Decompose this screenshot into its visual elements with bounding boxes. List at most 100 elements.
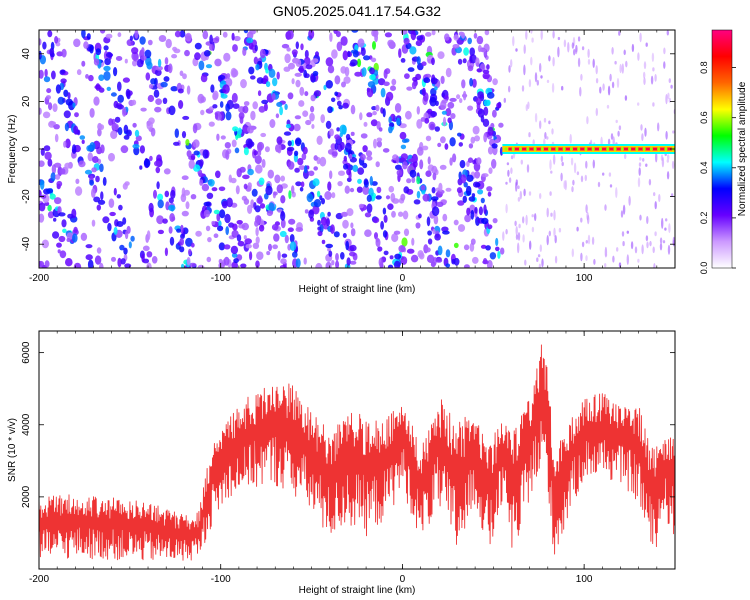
spectrogram-cell [485,30,490,36]
spectrogram-cell [146,72,151,80]
spectrogram-cell [523,189,525,197]
spectrogram-cell [586,116,588,124]
spectrogram-cell [127,226,131,234]
spectrogram-cell [651,76,653,85]
spectrogram-cell [75,186,82,196]
spectrogram-cell [607,105,609,109]
spectrogram-cell [148,40,153,46]
spectrogram-cell [361,47,366,56]
carrier-line-point [664,147,667,150]
spectrogram-cell [232,140,237,148]
spectrogram-cell [561,156,563,162]
spectrogram-cell [550,213,552,217]
spectrogram-cell [107,223,111,231]
spectrogram-cell [608,86,610,96]
spectrogram-cell [324,191,331,200]
spectrogram-cell [440,136,446,143]
spectrogram-cell [660,243,662,250]
spectrogram-cell [392,198,399,204]
spectrogram-cell [614,61,616,65]
spectrogram-cell [458,224,465,232]
spectrogram-cell [383,148,390,153]
spectrogram-cell [168,205,175,211]
spectrogram-cell [447,102,454,109]
spectrogram-cell [534,213,536,221]
spectrogram-cell [300,187,304,192]
spectrogram-cell [401,58,406,63]
spectrogram-cell [154,107,161,113]
spectrogram-cell [327,106,333,113]
spectrogram-cell [129,241,132,248]
spectrogram-cell [652,67,654,71]
spectrogram-cell [669,98,671,103]
spectrogram-cell [255,64,259,70]
spectrogram-cell [144,159,150,168]
spectrogram-cell [466,175,473,182]
spectrogram-cell [284,104,287,110]
spectrogram-cell [557,47,559,58]
spectrogram-cell [206,226,210,232]
spectrogram-cell [508,86,510,93]
spectrogram-cell [343,164,348,170]
spectrogram-cell [479,206,483,215]
spectrogram-cell [403,186,409,193]
spectrogram-cell [199,159,204,166]
spectrogram-cell [335,261,339,269]
spectrogram-cell [425,247,430,252]
spectrogram-cell [204,202,211,207]
spectrogram-cell [429,122,436,131]
spectrogram-cell [313,166,318,170]
spectrogram-cell [242,48,246,56]
spectrogram-cell [48,102,52,110]
spectrogram-cell [578,36,580,41]
spectrogram-cell [89,142,95,151]
spectrogram-cell [294,124,301,132]
spectrogram-cell [272,78,277,87]
spectrogram-cell [284,67,291,72]
spectrogram-cell [525,215,527,226]
spectrogram-cell [153,190,157,199]
spectrogram-cell [507,162,509,165]
spectrogram-cell [288,161,295,170]
spectrogram-cell [307,193,314,202]
spectrogram-cell [334,134,340,139]
spectrogram-cell [117,95,124,103]
spectrogram-cell [249,43,254,50]
spectrogram-cell [662,157,664,167]
spectrogram-cell [576,227,578,232]
spectrogram-cell [108,153,115,162]
spectrogram-cell [481,198,485,204]
spectrogram-cell [284,131,291,135]
spectrogram-cell [332,151,338,156]
spectrogram-cell [658,194,660,202]
spectrogram-cell [58,212,65,216]
spectrogram-cell [474,207,477,214]
spectrogram-cell [585,204,587,213]
spectrogram-cell [459,142,463,147]
spectrogram-cell [624,50,626,56]
spectrogram-cell [250,75,256,79]
spectrogram-cell [442,231,450,235]
spectrogram-cell [328,251,332,257]
spectrogram-cell [97,247,102,253]
spectrogram-cell [231,246,238,254]
spectrogram-cell [288,227,294,232]
spectrogram-cell [85,74,89,79]
spectrogram-cell [169,197,174,203]
spectrogram-cell [388,126,393,133]
spectrogram-cell [367,204,373,214]
spectrogram-x-tick-label: 100 [576,273,593,284]
carrier-line-point [526,147,529,150]
spectrogram-cell [463,58,467,63]
spectrogram-cell [383,82,390,87]
spectrogram-cell [178,89,184,94]
spectrogram-cell [484,100,491,107]
spectrogram-cell [487,224,492,229]
spectrogram-cell [203,149,209,158]
spectrogram-cell [55,174,60,180]
spectrogram-cell [60,168,66,174]
spectrogram-x-label: Height of straight line (km) [299,284,416,295]
spectrogram-cell [62,229,67,233]
spectrogram-cell [299,87,304,96]
spectrogram-cell [572,248,574,257]
